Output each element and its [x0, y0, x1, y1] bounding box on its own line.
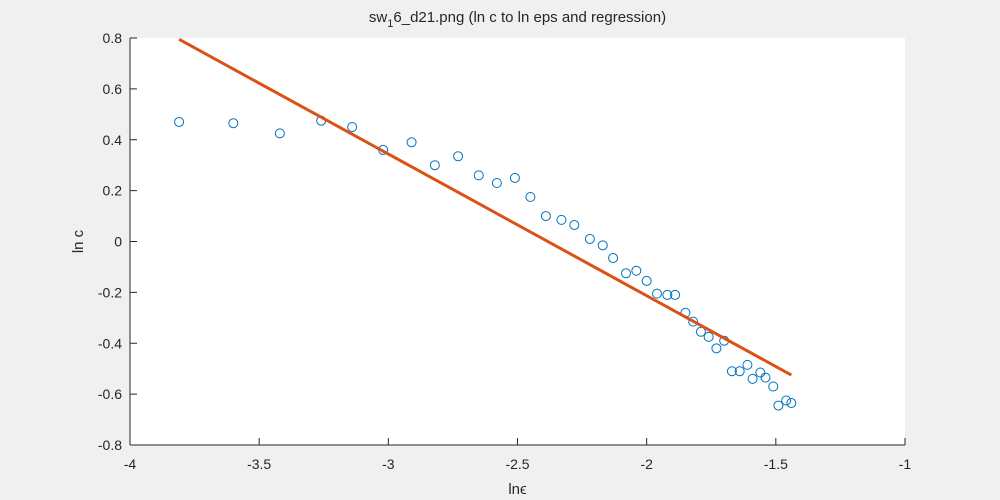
data-point [228, 118, 239, 129]
data-point [429, 160, 440, 171]
data-point [755, 367, 766, 378]
data-point [670, 289, 681, 300]
data-point [584, 233, 595, 244]
x-tick-label: -2 [640, 456, 653, 472]
y-tick-label: -0.6 [98, 386, 122, 402]
data-point [688, 316, 699, 327]
x-tick-label: -1 [899, 456, 912, 472]
data-point [773, 400, 784, 411]
data-point [695, 326, 706, 337]
x-tick-label: -3.5 [247, 456, 271, 472]
data-point [556, 214, 567, 225]
chart-title-prefix: sw [369, 9, 388, 26]
regression-line [178, 37, 793, 377]
y-tick-label: -0.8 [98, 437, 122, 453]
ticks-layer: -4 -3.5 -3 -2.5 -2 -1.5 -1 -0.8 -0.6 -0.4 -0.2 0 0.2… [98, 30, 912, 472]
data-point [726, 366, 737, 377]
data-point [274, 128, 285, 139]
data-point [786, 398, 797, 409]
y-tick-label: 0.8 [103, 30, 123, 46]
data-point [742, 359, 753, 370]
data-point [453, 151, 464, 162]
x-tick-label: -3 [382, 456, 395, 472]
x-tick-label: -4 [124, 456, 137, 472]
data-point [641, 275, 652, 286]
data-point [406, 137, 417, 148]
y-tick-label: -0.4 [98, 335, 122, 351]
data-point [631, 265, 642, 276]
y-tick-label: -0.2 [98, 284, 122, 300]
data-point [347, 122, 358, 133]
data-point [768, 381, 779, 392]
data-point [608, 253, 619, 264]
y-tick-label: 0.4 [103, 132, 123, 148]
data-point [760, 372, 771, 383]
data-point [734, 366, 745, 377]
y-tick-label: 0 [114, 234, 122, 250]
data-point [621, 268, 631, 279]
x-tick-label: -1.5 [764, 456, 788, 472]
data-point [662, 289, 673, 300]
data-point [473, 170, 484, 181]
chart-title: sw16_d21.png (ln c to ln eps and regress… [369, 9, 666, 30]
data-point [540, 211, 551, 222]
data-point [491, 177, 502, 188]
data-point [711, 343, 722, 354]
chart-title-subscript: 1 [387, 18, 393, 30]
x-axis-label: lnϵ [508, 481, 527, 498]
chart-title-suffix: 6_d21.png (ln c to ln eps and regression… [393, 9, 666, 26]
data-point [174, 116, 185, 127]
data-point [747, 373, 758, 384]
y-tick-label: 0.2 [103, 183, 123, 199]
data-point [569, 219, 580, 230]
data-point [525, 191, 536, 202]
y-axis-label: ln c [70, 229, 87, 253]
series-layer [174, 37, 797, 411]
x-tick-label: -2.5 [505, 456, 529, 472]
data-point [781, 395, 792, 406]
data-point [597, 240, 608, 251]
plot-area [130, 38, 905, 445]
data-point [652, 288, 662, 299]
data-point [509, 172, 520, 183]
y-tick-label: 0.6 [103, 81, 123, 97]
data-point [703, 331, 714, 342]
